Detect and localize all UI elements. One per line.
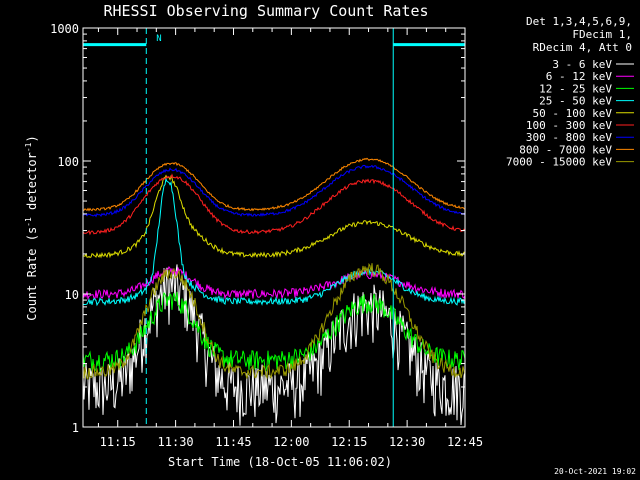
y-tick-label-10: 10 xyxy=(65,288,79,302)
y-axis-label: Count Rate (s-1 detector-1) xyxy=(24,135,39,320)
series-line-50-100-kev xyxy=(82,174,466,259)
legend-label-50-100-kev: 50 - 100 keV xyxy=(533,107,613,120)
x-tick-label-1245: 12:45 xyxy=(447,435,483,449)
plot-marks: N xyxy=(82,28,466,427)
axes: 11:15 11:30 11:45 12:00 12:15 12:30 12:45 1 10 10… xyxy=(50,22,483,449)
y-axis-label-part-2: detector xyxy=(25,152,39,217)
legend-label-25-50-kev: 25 - 50 keV xyxy=(539,95,612,108)
y-axis-label-part-3: ) xyxy=(25,135,39,142)
y-axis-label-exponent-2: -1 xyxy=(24,142,33,152)
legend-label-800-7000-kev: 800 - 7000 keV xyxy=(519,143,612,156)
y-tick-label-1: 1 xyxy=(72,421,79,435)
legend-label-3-6-kev: 3 - 6 keV xyxy=(552,58,612,71)
timestamp: 20-Oct-2021 19:02 xyxy=(554,467,636,476)
series-line-100-300-kev xyxy=(82,173,466,236)
flag-label-1: N xyxy=(156,34,161,44)
legend-label-100-300-kev: 100 - 300 keV xyxy=(526,119,612,132)
info-line-1: Det 1,3,4,5,6,9, xyxy=(526,15,632,28)
x-axis-label: Start Time (18-Oct-05 11:06:02) xyxy=(168,455,392,469)
x-tick-label-1215: 12:15 xyxy=(331,435,367,449)
legend-label-12-25-kev: 12 - 25 keV xyxy=(539,82,612,95)
info-line-2: FDecim 1, xyxy=(572,28,632,41)
series-line-6-12-kev xyxy=(82,266,466,301)
legend-label-7000-15000-kev: 7000 - 15000 keV xyxy=(506,156,612,169)
series-line-7000-15000-kev xyxy=(82,262,466,380)
x-tick-label-1115: 11:15 xyxy=(100,435,136,449)
x-tick-label-1130: 11:30 xyxy=(158,435,194,449)
legend-label-300-800-kev: 300 - 800 keV xyxy=(526,131,612,144)
y-tick-label-100: 100 xyxy=(57,155,79,169)
y-tick-label-1000: 1000 xyxy=(50,22,79,36)
series-line-300-800-kev xyxy=(82,164,466,218)
x-tick-label-1200: 12:00 xyxy=(273,435,309,449)
x-tick-label-1145: 11:45 xyxy=(215,435,251,449)
plot-frame xyxy=(82,27,466,428)
info-line-3: RDecim 4, Att 0 xyxy=(533,41,632,54)
y-axis-label-part-1: Count Rate (s xyxy=(25,227,39,321)
y-axis-label-exponent-1: -1 xyxy=(24,217,33,227)
chart-title: RHESSI Observing Summary Count Rates xyxy=(103,2,428,20)
legend-label-6-12-kev: 6 - 12 keV xyxy=(546,70,613,83)
x-tick-label-1230: 12:30 xyxy=(389,435,425,449)
series-line-25-50-kev xyxy=(82,177,466,307)
series-line-12-25-kev xyxy=(82,291,466,373)
